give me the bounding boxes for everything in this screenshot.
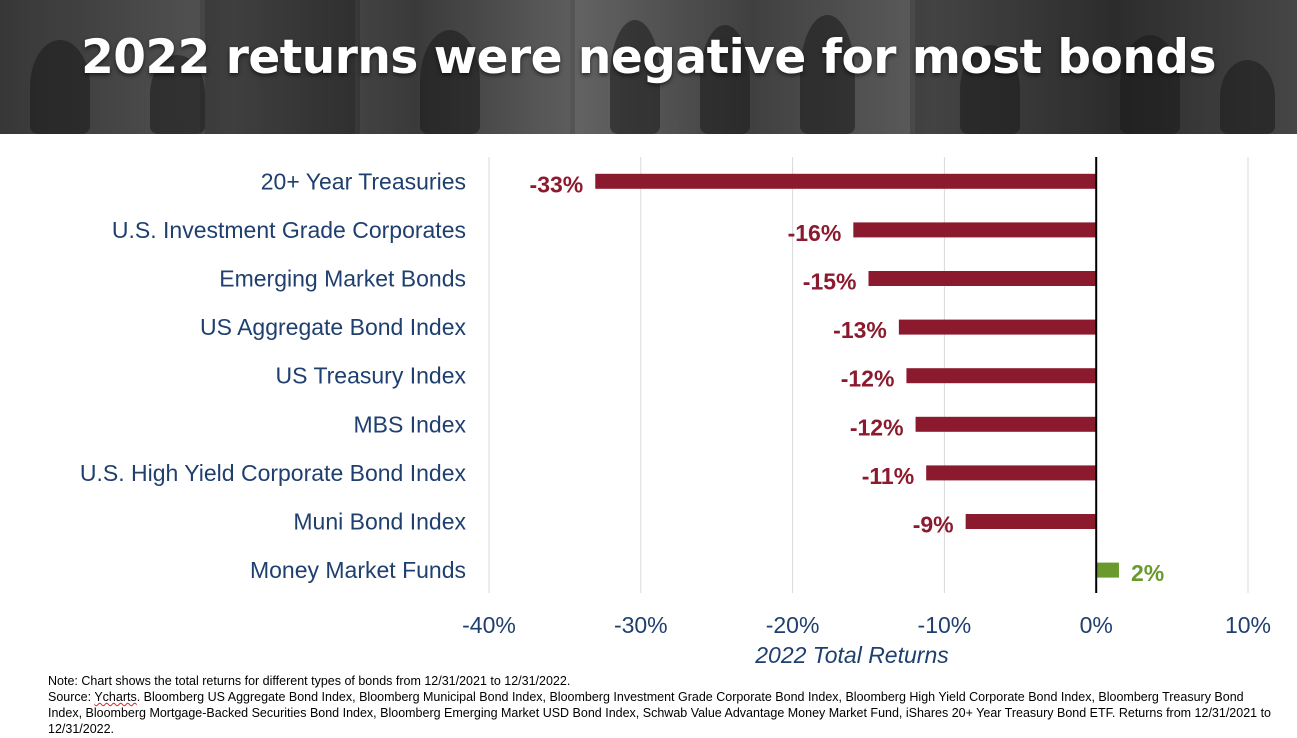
bar-5 xyxy=(915,416,1097,432)
data-label-1: -16% xyxy=(788,220,842,246)
category-label-5: MBS Index xyxy=(354,411,467,437)
category-label-1: U.S. Investment Grade Corporates xyxy=(112,217,466,243)
category-label-7: Muni Bond Index xyxy=(293,509,466,535)
bar-1 xyxy=(853,222,1097,238)
data-label-3: -13% xyxy=(833,317,887,343)
bar-8 xyxy=(1096,562,1119,578)
category-label-4: US Treasury Index xyxy=(276,363,467,389)
data-label-4: -12% xyxy=(841,366,895,392)
source-rest: . Bloomberg US Aggregate Bond Index, Blo… xyxy=(48,690,1272,736)
source-link: Ycharts xyxy=(94,690,137,704)
x-tick-label-0: -40% xyxy=(462,612,516,638)
x-tick-label-2: -20% xyxy=(766,612,820,638)
category-labels: 20+ Year Treasuries U.S. Investment Grade… xyxy=(80,168,467,583)
bar-0 xyxy=(595,173,1097,189)
data-label-6: -11% xyxy=(862,463,914,489)
x-tick-label-1: -30% xyxy=(614,612,668,638)
category-label-8: Money Market Funds xyxy=(250,557,466,583)
category-label-6: U.S. High Yield Corporate Bond Index xyxy=(80,460,467,486)
data-labels: -33% -16% -15% -13% -12% -12% -11% -9% 2% xyxy=(530,171,1165,586)
x-tick-label-4: 0% xyxy=(1080,612,1113,638)
category-label-3: US Aggregate Bond Index xyxy=(200,314,466,340)
data-label-8: 2% xyxy=(1131,560,1164,586)
bar-6 xyxy=(926,465,1097,481)
footnotes: Note: Chart shows the total returns for … xyxy=(48,673,1278,737)
source-prefix: Source: xyxy=(48,690,95,704)
banner-photo-2 xyxy=(205,0,355,134)
x-tick-labels: -40% -30% -20% -10% 0% 10% xyxy=(462,612,1271,638)
category-label-2: Emerging Market Bonds xyxy=(219,266,466,292)
data-label-7: -9% xyxy=(913,512,954,538)
bar-2 xyxy=(868,271,1097,286)
header-banner: 2022 returns were negative for most bond… xyxy=(0,0,1297,134)
x-tick-label-3: -10% xyxy=(918,612,972,638)
category-label-0: 20+ Year Treasuries xyxy=(261,168,466,194)
data-label-2: -15% xyxy=(803,269,857,295)
bar-4 xyxy=(906,368,1097,384)
bar-chart: 20+ Year Treasuries U.S. Investment Grade… xyxy=(80,157,1271,668)
source-text: Source: Ycharts. Bloomberg US Aggregate … xyxy=(48,689,1278,737)
bars xyxy=(595,173,1119,578)
note-text: Note: Chart shows the total returns for … xyxy=(48,674,571,688)
x-axis-title: 2022 Total Returns xyxy=(754,642,949,668)
data-label-0: -33% xyxy=(530,171,584,197)
data-label-5: -12% xyxy=(850,414,904,440)
x-tick-label-5: 10% xyxy=(1225,612,1271,638)
bar-7 xyxy=(965,514,1097,529)
page-title: 2022 returns were negative for most bond… xyxy=(81,30,1216,85)
bar-3 xyxy=(898,319,1097,335)
